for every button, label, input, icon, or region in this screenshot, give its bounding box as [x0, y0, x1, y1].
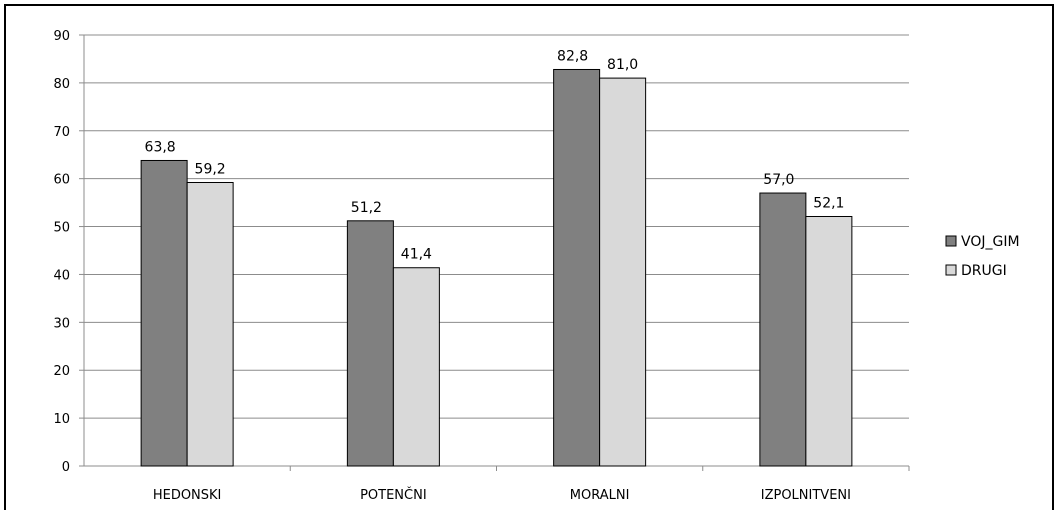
y-tick-label: 60: [53, 173, 70, 188]
data-label: 51,2: [351, 200, 382, 216]
y-tick-label: 80: [53, 77, 70, 92]
data-label: 59,2: [195, 161, 226, 177]
bar-drugi: [186, 181, 234, 467]
data-label: 81,0: [607, 57, 638, 73]
data-label: 57,0: [763, 172, 794, 188]
y-tick-label: 50: [53, 221, 70, 236]
legend-label: VOJ_GIM: [961, 234, 1020, 250]
legend-swatch: [945, 264, 957, 276]
legend: VOJ_GIM DRUGI: [945, 234, 1020, 279]
bar-chart: 0 10 20 30 40 50 60 70 80 90 HEDONSKI POTENČNI MORAL…: [53, 29, 1020, 503]
bar-voj-gim: [759, 192, 807, 467]
data-labels: 63,8 59,2 51,2 41,4 82,8 81,0 57,0 52,1: [145, 48, 845, 262]
bar-voj-gim: [553, 68, 601, 467]
bar-voj-gim: [140, 159, 188, 467]
y-tick-label: 40: [53, 268, 70, 283]
x-category-label: IZPOLNITVENI: [761, 488, 851, 503]
data-label: 52,1: [813, 195, 844, 211]
bar-drugi: [392, 267, 440, 467]
legend-swatch: [945, 235, 957, 247]
bar-drugi: [599, 77, 647, 467]
legend-label: DRUGI: [961, 263, 1007, 279]
chart-frame: 0 10 20 30 40 50 60 70 80 90 HEDONSKI POTENČNI MORAL…: [4, 4, 1054, 510]
y-tick-label: 0: [62, 460, 70, 475]
data-label: 63,8: [145, 139, 176, 155]
bars: [140, 68, 853, 467]
bar-voj-gim: [346, 220, 394, 467]
y-tick-label: 30: [53, 316, 70, 331]
bar-drugi: [805, 215, 853, 467]
y-tick-label: 90: [53, 29, 70, 44]
x-category-label: MORALNI: [570, 488, 630, 503]
x-category-label: HEDONSKI: [153, 488, 222, 503]
y-tick-label: 20: [53, 364, 70, 379]
y-tick-label: 70: [53, 125, 70, 140]
axes: 0 10 20 30 40 50 60 70 80 90 HEDONSKI POTENČNI MORAL…: [53, 29, 910, 503]
data-label: 41,4: [401, 247, 432, 263]
data-label: 82,8: [557, 48, 588, 64]
x-category-label: POTENČNI: [360, 487, 427, 503]
y-tick-label: 10: [53, 412, 70, 427]
